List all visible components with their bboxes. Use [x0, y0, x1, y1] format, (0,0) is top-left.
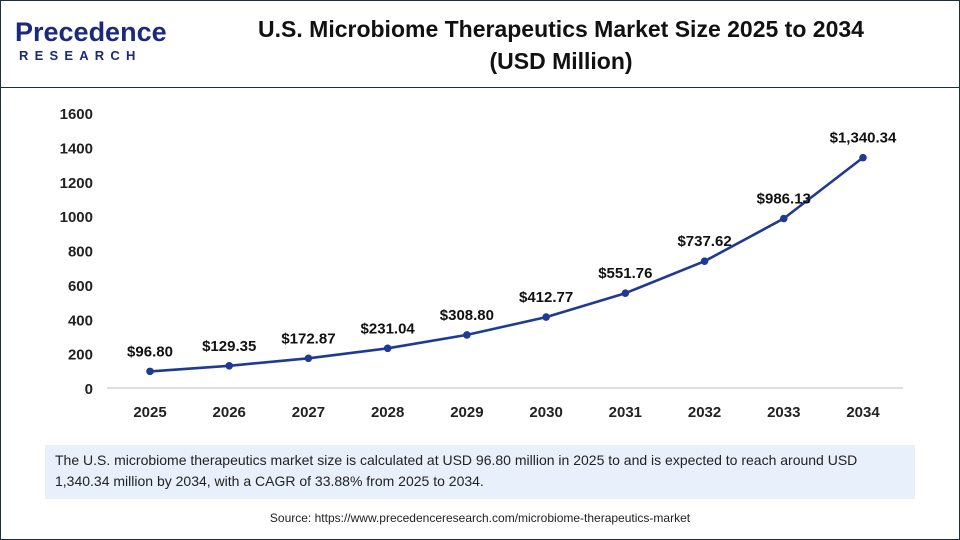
data-label: $737.62 — [677, 233, 731, 250]
data-point — [542, 313, 550, 321]
x-tick-label: 2032 — [688, 404, 721, 421]
y-tick-label: 0 — [85, 381, 93, 398]
data-label: $231.04 — [361, 320, 416, 337]
data-label: $172.87 — [281, 330, 335, 347]
data-label: $412.77 — [519, 289, 573, 306]
x-tick-label: 2026 — [213, 404, 246, 421]
y-tick-label: 800 — [68, 244, 93, 261]
header: Precedence RESEARCH U.S. Microbiome Ther… — [1, 1, 959, 88]
data-label: $551.76 — [598, 265, 652, 282]
brand-logo: Precedence RESEARCH — [15, 17, 167, 67]
x-tick-label: 2031 — [609, 404, 642, 421]
data-point — [225, 361, 234, 370]
x-tick-label: 2034 — [846, 404, 880, 421]
chart-title-line1: U.S. Microbiome Therapeutics Market Size… — [258, 16, 864, 42]
data-label: $96.80 — [127, 343, 173, 360]
x-tick-label: 2025 — [133, 404, 166, 421]
y-tick-label: 1600 — [60, 106, 93, 123]
chart-title: U.S. Microbiome Therapeutics Market Size… — [181, 13, 941, 77]
data-label: $986.13 — [757, 191, 811, 208]
y-tick-label: 1000 — [60, 209, 93, 226]
data-point — [304, 354, 313, 363]
brand-name: Precedence — [15, 17, 167, 47]
x-tick-label: 2028 — [371, 404, 404, 421]
y-tick-label: 1200 — [60, 175, 93, 192]
data-point — [779, 214, 788, 223]
x-tick-label: 2030 — [529, 404, 562, 421]
data-point — [463, 331, 471, 339]
data-point — [146, 367, 154, 376]
data-point — [621, 289, 630, 297]
data-point — [859, 153, 867, 162]
chart-title-line2: (USD Million) — [489, 48, 633, 74]
brand-sub: RESEARCH — [19, 48, 142, 63]
data-label: $1,340.34 — [830, 130, 897, 147]
y-tick-label: 600 — [68, 278, 93, 295]
y-tick-label: 400 — [68, 312, 93, 329]
source-note: Source: https://www.precedenceresearch.c… — [269, 511, 691, 525]
y-tick-label: 200 — [68, 347, 93, 364]
data-label: $308.80 — [440, 307, 494, 324]
x-tick-label: 2029 — [450, 404, 483, 421]
y-tick-label: 1400 — [60, 140, 93, 157]
x-tick-label: 2027 — [292, 404, 325, 421]
data-point — [383, 344, 392, 353]
x-tick-label: 2033 — [767, 404, 800, 421]
data-point — [700, 257, 709, 266]
series-line — [149, 156, 864, 373]
line-chart: 0 200 400 600 800 1000 1200 1400 1600 2025 2026 202… — [60, 106, 903, 421]
description-box: The U.S. microbiome therapeutics market … — [45, 445, 915, 499]
data-label: $129.35 — [202, 338, 256, 355]
